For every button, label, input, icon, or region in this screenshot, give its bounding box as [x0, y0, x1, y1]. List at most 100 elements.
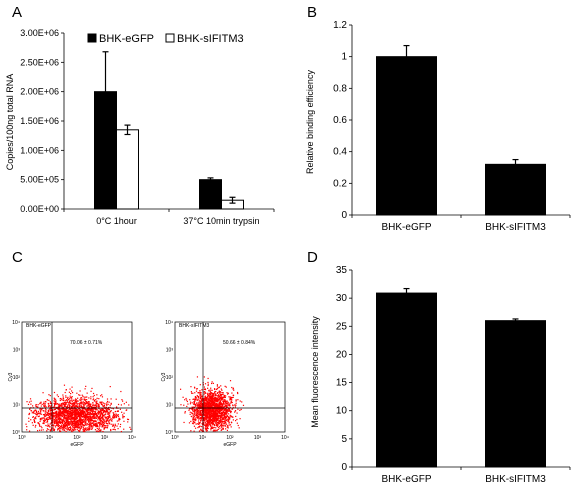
flow-event-dot: [79, 411, 81, 414]
flow-event-dot: [217, 399, 219, 401]
flow-event-dot: [76, 419, 78, 421]
flow-event-dot: [209, 408, 212, 410]
flow-event-dot: [204, 420, 206, 422]
flow-event-dot: [71, 391, 74, 394]
flow-event-dot: [95, 407, 97, 409]
flow-event-dot: [199, 423, 201, 425]
flow-event-dot: [73, 418, 75, 420]
panel-d-letter: D: [307, 249, 318, 266]
flow-event-dot: [203, 393, 205, 395]
flow-event-dot: [215, 420, 217, 422]
flow-event-dot: [200, 416, 203, 419]
flow-xtick-label: 10⁴: [281, 435, 289, 441]
flow-event-dot: [56, 403, 58, 405]
flow-event-dot: [230, 400, 232, 403]
flow-event-dot: [114, 429, 116, 431]
flow-event-dot: [75, 410, 77, 413]
flow-event-dot: [98, 419, 101, 421]
flow-event-dot: [97, 421, 99, 424]
flow-event-dot: [201, 423, 203, 425]
flow-event-dot: [225, 410, 228, 412]
flow-event-dot: [47, 425, 50, 427]
flow-event-dot: [97, 403, 99, 405]
flow-event-dot: [66, 428, 68, 430]
d-ytick-label: 35: [336, 265, 348, 276]
flow-event-dot: [76, 405, 78, 407]
flow-event-dot: [205, 410, 207, 412]
flow-event-dot: [200, 393, 202, 396]
flow-event-dot: [208, 394, 210, 396]
flow-event-dot: [104, 425, 106, 427]
flow-event-dot: [60, 408, 62, 410]
flow-event-dot: [213, 424, 215, 426]
flow-event-dot: [95, 423, 97, 425]
flow-event-dot: [199, 393, 201, 395]
flow-event-dot: [220, 385, 222, 387]
flow-event-dot: [64, 429, 66, 431]
flow-event-dot: [236, 412, 238, 414]
flow-event-dot: [113, 417, 115, 419]
flow-event-dot: [218, 404, 221, 406]
flow-event-dot: [209, 416, 211, 419]
flow-event-dot: [214, 409, 216, 411]
flow-event-dot: [229, 416, 231, 418]
flow-event-dot: [75, 420, 78, 423]
flow-event-dot: [50, 413, 52, 416]
flow-event-dot: [103, 428, 105, 430]
flow-event-dot: [30, 409, 32, 412]
flow-event-dot: [55, 402, 57, 404]
flow-event-dot: [219, 425, 221, 428]
flow-event-dot: [100, 403, 103, 406]
flow-event-dot: [81, 424, 84, 426]
flow-event-dot: [222, 411, 224, 413]
flow-event-dot: [99, 414, 102, 416]
a-ytick-label: 5.00E+05: [20, 175, 59, 185]
flow-event-dot: [117, 414, 119, 416]
flow-event-dot: [70, 422, 72, 425]
flow-event-dot: [84, 413, 86, 415]
flow-event-dot: [201, 405, 203, 407]
flow-event-dot: [110, 420, 112, 422]
flow-event-dot: [71, 418, 73, 420]
flow-event-dot: [61, 402, 64, 404]
flow-event-dot: [234, 410, 237, 412]
flow-event-dot: [211, 389, 213, 391]
flow-event-dot: [64, 414, 66, 416]
flow-event-dot: [201, 406, 203, 409]
flow-event-dot: [58, 418, 60, 420]
flow-event-dot: [229, 418, 231, 420]
flow-event-dot: [28, 413, 30, 415]
flow-event-dot: [59, 398, 61, 400]
flow-event-dot: [65, 423, 67, 425]
flow-event-dot: [197, 415, 199, 417]
flow-event-dot: [43, 419, 46, 421]
flow-event-dot: [52, 413, 54, 415]
d-category-label: BHK-sIFITM3: [485, 474, 546, 485]
flow-event-dot: [64, 425, 67, 427]
flow-event-dot: [225, 418, 227, 420]
flow-event-dot: [224, 416, 226, 418]
flow-event-dot: [59, 430, 61, 432]
flow-event-dot: [207, 377, 209, 380]
flow-event-dot: [208, 410, 210, 412]
flow-event-dot: [98, 427, 100, 429]
flow-event-dot: [94, 429, 97, 431]
flow-event-dot: [227, 393, 229, 395]
flow-event-dot: [225, 401, 227, 403]
flow-event-dot: [195, 423, 197, 425]
flow-event-dot: [116, 406, 118, 408]
flow-event-dot: [110, 402, 112, 404]
flow-event-dot: [98, 417, 100, 419]
flow-event-dot: [50, 414, 52, 416]
flow-event-dot: [53, 429, 55, 432]
flow-event-dot: [205, 414, 207, 416]
flow-event-dot: [107, 411, 109, 413]
flow-event-dot: [206, 413, 208, 415]
flow-event-dot: [101, 418, 104, 420]
flow-event-dot: [219, 400, 221, 403]
flow-event-dot: [204, 392, 206, 394]
flow-event-dot: [201, 411, 203, 413]
flow-event-dot: [120, 430, 123, 433]
flow-event-dot: [56, 412, 58, 415]
flow-event-dot: [225, 404, 227, 406]
